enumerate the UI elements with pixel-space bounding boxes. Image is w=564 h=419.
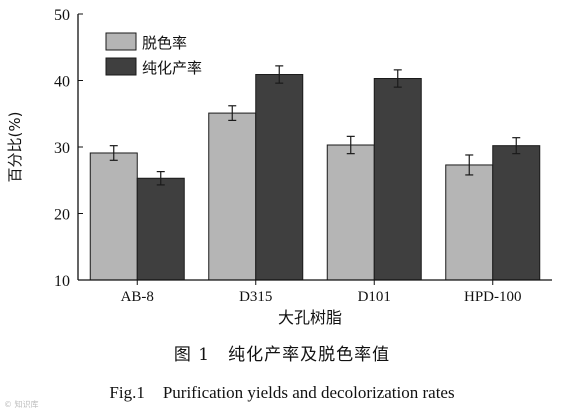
bars-layer [89, 74, 541, 281]
x-axis-title: 大孔树脂 [278, 308, 342, 327]
ticks-layer: AB-8 D315 D101 HPD-100 10 20 30 40 50 [54, 7, 522, 305]
bar-decolorization-ab-8 [89, 152, 138, 281]
figure-caption-english: Fig.1 Purification yields and decolorizat… [0, 383, 564, 403]
legend-swatch [105, 32, 137, 51]
bar-purification-d101 [373, 78, 422, 281]
error-bars-layer [109, 65, 521, 186]
figure-caption-chinese: 图 1 纯化产率及脱色率值 [173, 345, 391, 365]
y-tick-label: 10 [54, 273, 70, 290]
figure-caption-text: Purification yields and decolorization r… [162, 383, 455, 402]
x-tick-label: D315 [239, 289, 272, 305]
bar-decolorization-d315 [208, 112, 257, 281]
x-tick-label: AB-8 [121, 289, 154, 305]
bar-decolorization-d101 [326, 144, 375, 281]
y-tick-label: 50 [54, 7, 70, 24]
legend-label: 纯化产率 [142, 59, 202, 77]
x-tick-label: D101 [358, 289, 391, 305]
y-axis-title: 百分比(%) [6, 112, 24, 183]
legend-label: 脱色率 [142, 34, 187, 52]
bar-decolorization-hpd-100 [445, 164, 494, 281]
y-tick-label: 30 [54, 140, 70, 157]
bar-purification-hpd-100 [492, 145, 541, 281]
y-tick-label: 40 [54, 74, 70, 91]
legend-swatch [105, 57, 137, 76]
bar-purification-ab-8 [136, 177, 185, 281]
figure-number: Fig.1 [109, 383, 145, 402]
bar-purification-d315 [255, 74, 304, 281]
watermark: © 知识库 [4, 400, 39, 409]
y-tick-label: 20 [54, 207, 70, 224]
x-tick-label: HPD-100 [464, 289, 522, 305]
